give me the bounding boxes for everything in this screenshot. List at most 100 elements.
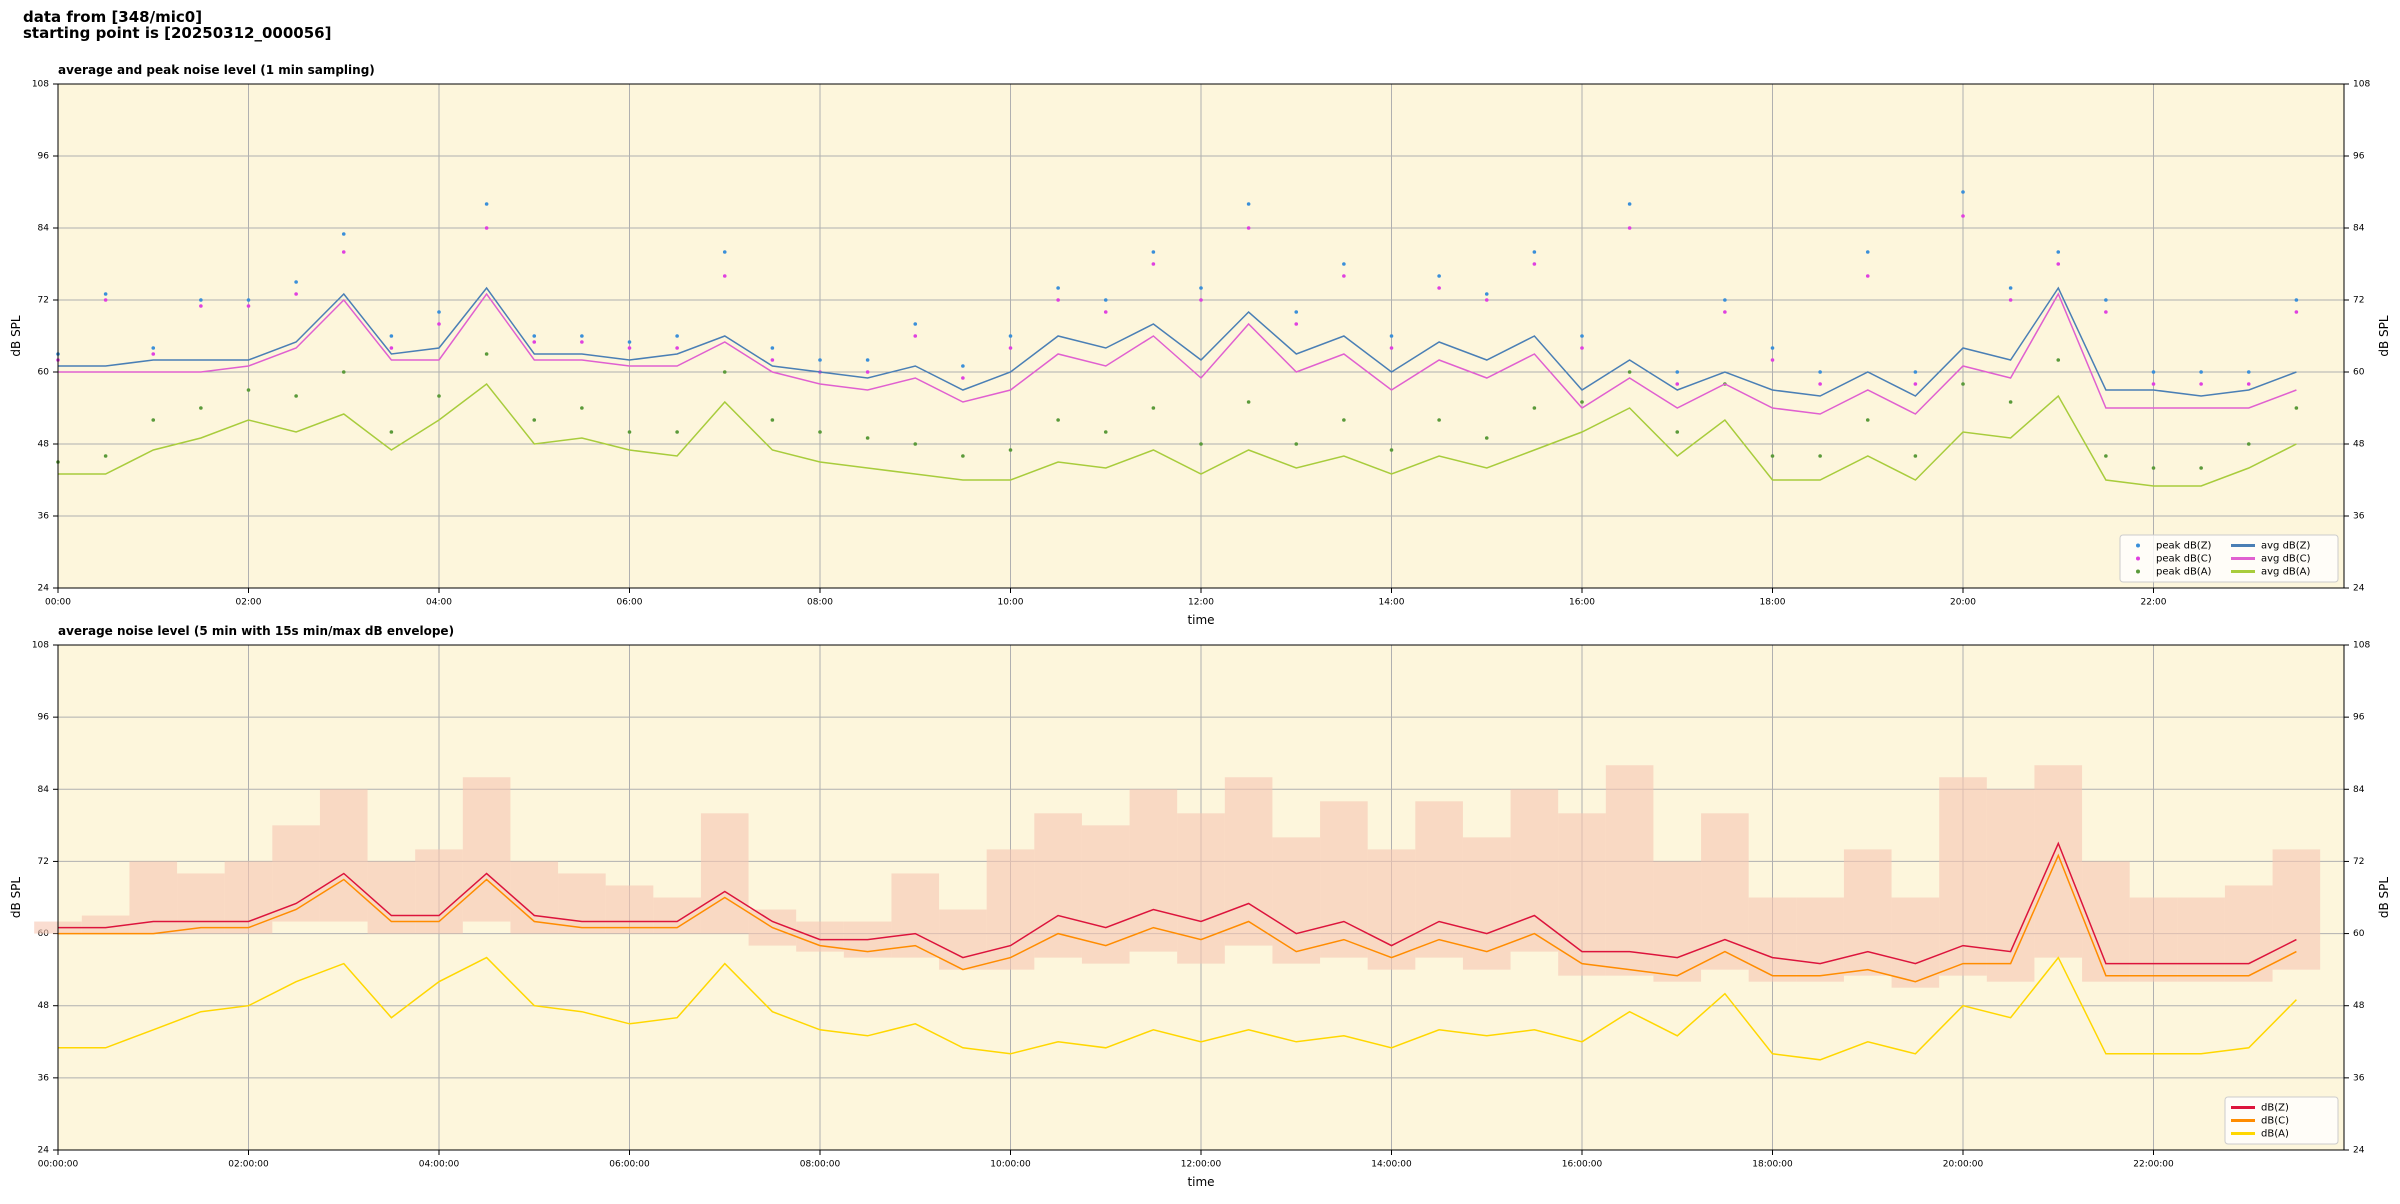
peak-point — [2151, 370, 2156, 374]
x-tick-label: 10:00:00 — [990, 1160, 1031, 1170]
y-tick-label: 36 — [38, 1073, 50, 1083]
y-tick-label: 48 — [2353, 1001, 2365, 1011]
peak-point — [1675, 370, 1680, 374]
y-tick-label: 24 — [38, 584, 50, 594]
peak-point — [1389, 334, 1394, 338]
x-tick-label: 18:00 — [1760, 598, 1786, 608]
peak-point — [151, 352, 156, 356]
legend-label: peak dB(Z) — [2156, 541, 2212, 552]
peak-point — [580, 334, 584, 338]
peak-point — [437, 310, 441, 314]
peak-point — [1199, 298, 1203, 302]
peak-point — [389, 346, 394, 350]
envelope-band — [1129, 789, 1178, 952]
plot-frame — [57, 83, 2345, 589]
envelope-band — [1653, 861, 1702, 982]
x-tick-label: 20:00:00 — [1943, 1160, 1984, 1170]
y-tick-label: 36 — [2353, 512, 2365, 522]
peak-point — [341, 232, 346, 236]
envelope-band — [1272, 837, 1321, 964]
peak-point — [103, 454, 108, 458]
x-tick-label: 20:00 — [1950, 598, 1976, 608]
x-tick-label: 22:00:00 — [2133, 1160, 2174, 1170]
x-tick-label: 06:00:00 — [609, 1160, 650, 1170]
peak-point — [1484, 298, 1489, 302]
envelope-band — [1081, 825, 1130, 964]
peak-point — [1818, 370, 1822, 374]
peak-point — [1437, 418, 1441, 422]
x-tick-label: 06:00 — [617, 598, 643, 608]
envelope-band — [1939, 777, 1987, 976]
x-tick-label: 10:00 — [998, 598, 1024, 608]
peak-point — [1008, 448, 1013, 452]
envelope-band — [462, 777, 511, 922]
y-tick-label: 72 — [2353, 296, 2364, 306]
peak-point — [1437, 274, 1441, 278]
peak-point — [1484, 292, 1489, 296]
peak-point — [1246, 202, 1251, 206]
peak-point — [1770, 454, 1775, 458]
peak-point — [722, 370, 727, 374]
envelope-band — [1367, 849, 1416, 970]
peak-point — [151, 346, 156, 350]
peak-point — [2151, 466, 2156, 470]
chart-title: average noise level (5 min with 15s min/… — [58, 624, 454, 638]
peak-point — [1151, 406, 1156, 410]
peak-point — [484, 226, 489, 230]
legend-marker — [2136, 543, 2140, 548]
peak-point — [2056, 250, 2061, 254]
peak-point — [246, 298, 251, 302]
x-tick-label: 14:00:00 — [1371, 1160, 1412, 1170]
envelope-band — [1224, 777, 1273, 946]
peak-point — [1389, 346, 1394, 350]
peak-point — [532, 340, 537, 344]
x-tick-label: 02:00 — [236, 598, 262, 608]
envelope-band — [81, 915, 130, 934]
y-tick-label: 72 — [38, 857, 49, 867]
peak-point — [1294, 310, 1299, 314]
peak-point — [1056, 286, 1060, 290]
x-tick-label: 08:00 — [807, 598, 833, 608]
peak-point — [1151, 262, 1156, 266]
legend-label: peak dB(C) — [2156, 554, 2212, 565]
envelope-band — [796, 921, 844, 952]
envelope-band — [1796, 897, 1844, 982]
peak-point — [103, 298, 108, 302]
envelope-band — [2224, 885, 2273, 982]
peak-point — [532, 418, 537, 422]
peak-point — [961, 364, 965, 368]
peak-point — [2199, 466, 2203, 470]
peak-point — [722, 250, 727, 254]
envelope-band — [2272, 849, 2321, 970]
peak-point — [1913, 454, 1918, 458]
peak-point — [1865, 418, 1870, 422]
x-tick-label: 00:00 — [45, 598, 71, 608]
peak-point — [199, 298, 203, 302]
envelope-band — [1748, 897, 1797, 982]
peak-point — [2246, 442, 2251, 446]
x-tick-label: 16:00 — [1569, 598, 1595, 608]
header-line: data from [348/mic0] — [23, 8, 202, 26]
x-tick-label: 02:00:00 — [228, 1160, 269, 1170]
series-line — [58, 841, 2297, 965]
peak-point — [1580, 400, 1584, 404]
peak-point — [103, 292, 108, 296]
y-tick-label: 24 — [2353, 584, 2365, 594]
legend-label: avg dB(A) — [2261, 567, 2311, 578]
envelope-band — [1320, 801, 1368, 958]
peak-point — [1056, 418, 1060, 422]
peak-point — [770, 346, 775, 350]
peak-point — [1056, 298, 1060, 302]
y-tick-label: 108 — [2353, 80, 2370, 90]
legend-label: dB(Z) — [2261, 1103, 2289, 1114]
peak-point — [1103, 298, 1108, 302]
envelope-band — [891, 873, 940, 958]
legend-label: avg dB(C) — [2261, 554, 2311, 565]
peak-point — [1675, 382, 1680, 386]
envelope-band — [177, 873, 225, 934]
peak-point — [722, 274, 727, 278]
y-tick-label: 108 — [32, 80, 49, 90]
y-axis-label: dB SPL — [9, 315, 23, 357]
envelope-band — [1415, 801, 1463, 958]
y-tick-label: 60 — [2353, 929, 2365, 939]
